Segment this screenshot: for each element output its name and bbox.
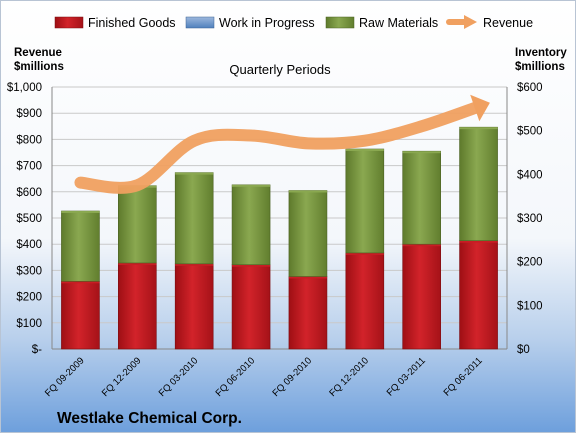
bar-finished-goods xyxy=(61,281,100,350)
bar-cap-finished-goods xyxy=(232,264,271,267)
left-tick-label: $700 xyxy=(16,161,42,173)
left-tick-label: $200 xyxy=(16,292,42,304)
bar-raw-materials xyxy=(345,148,385,254)
right-axis-title-line2: $millions xyxy=(515,61,565,73)
left-axis-title-line1: Revenue xyxy=(14,47,62,59)
left-tick-label: $- xyxy=(32,344,42,356)
chart-subtitle: Quarterly Periods xyxy=(229,62,331,77)
bar-cap-raw-materials xyxy=(459,127,498,130)
left-tick-label: $300 xyxy=(16,265,42,277)
bar-cap-raw-materials xyxy=(61,211,100,214)
right-tick-label: $500 xyxy=(517,126,543,138)
legend-label-raw-materials: Raw Materials xyxy=(359,16,438,30)
right-tick-label: $400 xyxy=(517,169,543,181)
revenue-arrowhead xyxy=(470,94,490,122)
bar-raw-materials xyxy=(288,190,328,277)
right-tick-label: $600 xyxy=(517,82,543,94)
right-axis-title-line1: Inventory xyxy=(515,47,567,59)
company-name: Westlake Chemical Corp. xyxy=(57,410,242,427)
bar-finished-goods xyxy=(345,252,385,350)
legend-label-finished-goods: Finished Goods xyxy=(88,16,176,30)
left-tick-label: $400 xyxy=(16,239,42,251)
left-tick-label: $600 xyxy=(16,187,42,199)
bar-cap-finished-goods xyxy=(402,244,441,247)
legend-swatch-raw-materials xyxy=(325,16,355,29)
bar-raw-materials xyxy=(402,150,441,245)
bar-finished-goods xyxy=(459,240,498,350)
left-tick-label: $900 xyxy=(16,108,42,120)
bar-cap-finished-goods xyxy=(118,262,157,265)
bar-cap-raw-materials xyxy=(345,149,384,152)
right-tick-label: $0 xyxy=(517,344,530,356)
legend-swatch-work-in-progress xyxy=(185,16,215,29)
bar-raw-materials xyxy=(459,126,498,242)
legend: Finished Goods Work in Progress Raw Mate… xyxy=(54,15,533,30)
bar-raw-materials xyxy=(61,210,100,282)
bar-finished-goods xyxy=(231,264,271,350)
bar-raw-materials xyxy=(174,172,214,265)
left-tick-label: $100 xyxy=(16,318,42,330)
left-tick-label: $500 xyxy=(16,213,42,225)
legend-swatch-finished-goods xyxy=(54,16,84,29)
bar-cap-finished-goods xyxy=(459,240,498,243)
bar-raw-materials xyxy=(118,185,157,264)
legend-swatch-revenue xyxy=(446,15,477,29)
bar-finished-goods xyxy=(174,263,214,350)
right-tick-label: $200 xyxy=(517,257,543,269)
bar-cap-finished-goods xyxy=(345,252,384,255)
bar-cap-raw-materials xyxy=(402,151,441,154)
right-tick-label: $100 xyxy=(517,300,543,312)
bar-cap-finished-goods xyxy=(288,276,327,279)
bar-cap-raw-materials xyxy=(232,184,271,187)
bar-finished-goods xyxy=(402,243,441,350)
bar-finished-goods xyxy=(288,276,328,350)
revenue-line xyxy=(74,100,485,194)
bar-cap-raw-materials xyxy=(288,190,327,193)
bar-cap-raw-materials xyxy=(175,172,214,175)
bar-raw-materials xyxy=(231,184,271,266)
bar-cap-finished-goods xyxy=(175,263,214,266)
right-tick-label: $300 xyxy=(517,213,543,225)
left-axis-title-line2: $millions xyxy=(14,61,64,73)
legend-label-revenue: Revenue xyxy=(483,16,533,30)
left-tick-label: $800 xyxy=(16,134,42,146)
bar-finished-goods xyxy=(118,262,157,350)
left-tick-label: $1,000 xyxy=(7,82,42,94)
legend-label-work-in-progress: Work in Progress xyxy=(219,16,315,30)
bar-cap-finished-goods xyxy=(61,281,100,284)
